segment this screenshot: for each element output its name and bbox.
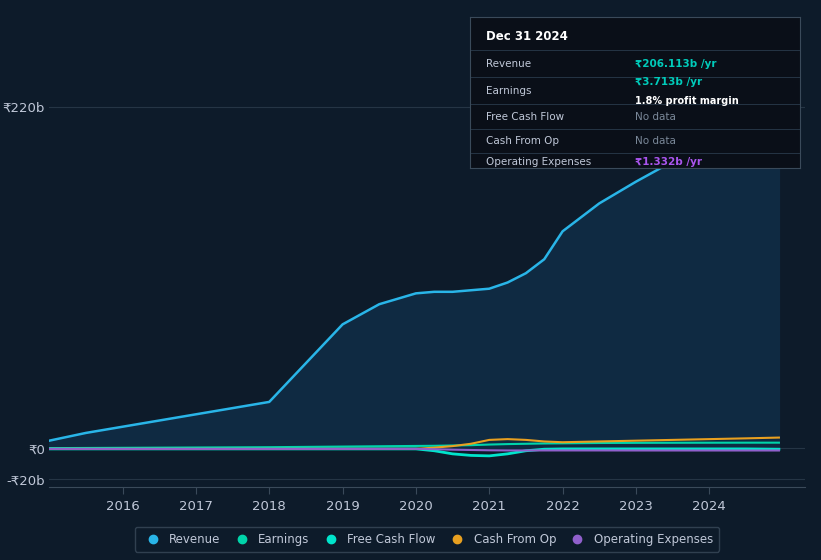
Text: No data: No data <box>635 136 676 146</box>
Text: Free Cash Flow: Free Cash Flow <box>486 111 564 122</box>
Text: Dec 31 2024: Dec 31 2024 <box>486 30 568 43</box>
Text: Cash From Op: Cash From Op <box>486 136 559 146</box>
Text: Operating Expenses: Operating Expenses <box>486 157 591 167</box>
Text: No data: No data <box>635 111 676 122</box>
Legend: Revenue, Earnings, Free Cash Flow, Cash From Op, Operating Expenses: Revenue, Earnings, Free Cash Flow, Cash … <box>135 527 719 552</box>
Text: ₹206.113b /yr: ₹206.113b /yr <box>635 59 717 69</box>
Text: ₹1.332b /yr: ₹1.332b /yr <box>635 157 702 167</box>
Text: ₹3.713b /yr: ₹3.713b /yr <box>635 77 702 87</box>
Text: Revenue: Revenue <box>486 59 531 69</box>
Text: 1.8% profit margin: 1.8% profit margin <box>635 96 739 106</box>
Text: Earnings: Earnings <box>486 86 532 96</box>
